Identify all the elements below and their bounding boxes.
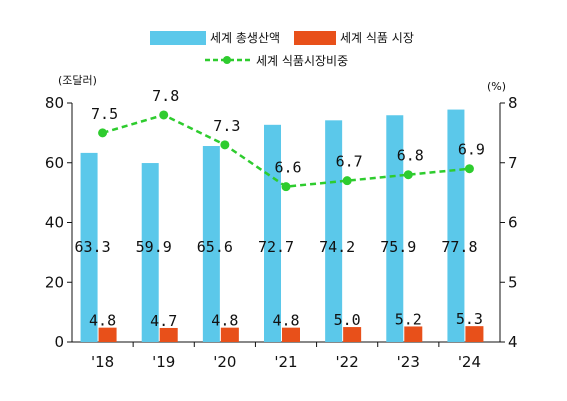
bar-food-market <box>220 327 239 342</box>
bar-production <box>202 146 220 342</box>
share-point <box>281 182 291 192</box>
production-value-label: 63.3 <box>75 238 111 256</box>
x-tick-label: '19 <box>152 353 175 371</box>
share-point <box>159 110 169 120</box>
share-point <box>220 140 230 150</box>
share-value-label: 6.6 <box>274 159 301 177</box>
y2-axis-unit: (%) <box>487 80 506 93</box>
bar-production <box>80 152 98 342</box>
food-market-value-label: 4.8 <box>211 312 238 330</box>
bar-food-market <box>98 327 117 342</box>
x-tick-label: '23 <box>397 353 420 371</box>
share-value-label: 6.9 <box>458 141 485 159</box>
x-tick-label: '24 <box>458 353 481 371</box>
x-tick-label: '22 <box>336 353 359 371</box>
bar-production <box>325 120 343 342</box>
share-value-label: 7.5 <box>91 105 118 123</box>
production-value-label: 72.7 <box>258 238 294 256</box>
bar-production <box>386 115 404 342</box>
bar-production <box>264 124 281 342</box>
share-value-label: 6.8 <box>397 147 424 165</box>
bar-food-market <box>282 327 300 342</box>
axes: 0 20 40 60 80 4 5 6 7 8 '18 '19 '20 '21 '22 '23 '24 (조달러)… <box>45 74 518 371</box>
production-value-label: 59.9 <box>136 238 172 256</box>
legend-swatch-production <box>150 31 206 45</box>
x-tick-label: '21 <box>274 353 297 371</box>
y-tick-label: 40 <box>45 214 64 232</box>
y-tick-label: 60 <box>45 154 64 172</box>
share-point <box>464 164 474 174</box>
bar-food-market <box>159 327 178 342</box>
y2-tick-label: 8 <box>508 94 518 112</box>
food-market-value-label: 5.2 <box>395 310 422 328</box>
share-value-label: 7.8 <box>152 87 179 105</box>
food-market-value-label: 5.3 <box>456 310 483 328</box>
legend-swatch-food-market <box>294 31 336 45</box>
share-value-label: 6.7 <box>336 153 363 171</box>
share-line <box>98 110 474 192</box>
food-market-value-label: 4.8 <box>272 312 299 330</box>
share-point <box>98 128 108 138</box>
y2-tick-label: 7 <box>508 154 518 172</box>
y2-tick-label: 4 <box>508 333 518 351</box>
y-tick-label: 20 <box>45 273 64 291</box>
bar-production <box>447 109 465 342</box>
production-value-label: 77.8 <box>441 238 477 256</box>
food-market-value-label: 4.8 <box>89 312 116 330</box>
x-tick-label: '20 <box>213 353 236 371</box>
share-point <box>403 170 413 180</box>
legend-swatch-share-point <box>223 56 231 64</box>
share-value-label: 7.3 <box>213 117 240 135</box>
bar-food-market <box>465 326 484 342</box>
y-tick-label: 80 <box>45 94 64 112</box>
share-point <box>342 176 352 186</box>
bars <box>80 109 484 342</box>
legend-label-share: 세계 식품시장비중 <box>256 54 348 68</box>
bar-food-market <box>343 327 362 342</box>
legend-label-production: 세계 총생산액 <box>210 31 280 45</box>
food-market-value-label: 4.7 <box>150 312 177 330</box>
value-labels: 63.3 59.9 65.6 72.7 74.2 75.9 77.8 4.8 4.7 4.8 4.8… <box>75 87 485 330</box>
y-axis-unit: (조달러) <box>58 74 97 87</box>
food-market-value-label: 5.0 <box>334 311 361 329</box>
production-value-label: 74.2 <box>319 238 355 256</box>
y2-tick-label: 6 <box>508 214 518 232</box>
x-tick-label: '18 <box>91 353 114 371</box>
y2-tick-label: 5 <box>508 273 518 291</box>
production-value-label: 75.9 <box>380 238 416 256</box>
production-value-label: 65.6 <box>197 238 233 256</box>
bar-production <box>141 163 159 342</box>
legend-label-food-market: 세계 식품 시장 <box>340 31 414 45</box>
bar-food-market <box>404 326 423 342</box>
y-tick-label: 0 <box>54 333 64 351</box>
